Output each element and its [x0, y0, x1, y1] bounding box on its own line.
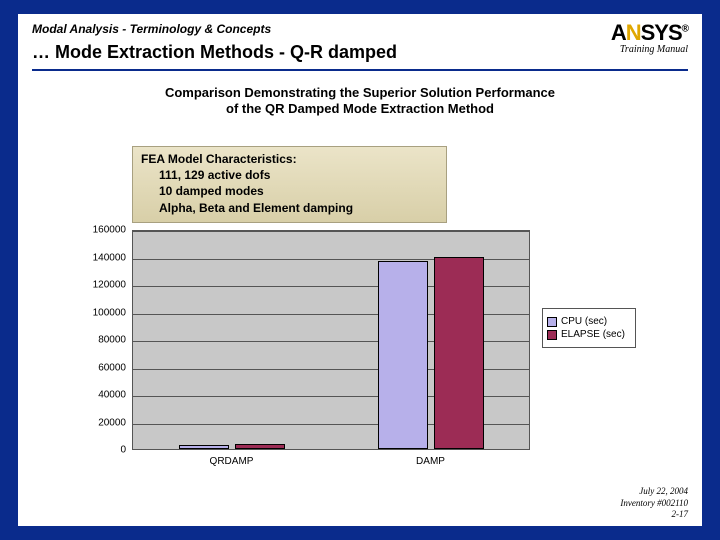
fea-info-box: FEA Model Characteristics: 111, 129 acti…	[132, 146, 447, 223]
bar-group	[179, 231, 287, 449]
legend-swatch	[547, 317, 557, 327]
slide-footer: July 22, 2004 Inventory #002110 2-17	[620, 486, 688, 520]
y-tick-label: 160000	[93, 225, 126, 236]
slide: Modal Analysis - Terminology & Concepts …	[18, 14, 702, 526]
footer-page: 2-17	[620, 509, 688, 520]
x-axis-labels: QRDAMP DAMP	[132, 454, 530, 474]
header-small: Modal Analysis - Terminology & Concepts	[18, 14, 702, 40]
header-rule	[32, 69, 688, 71]
x-tick-label: DAMP	[416, 456, 445, 467]
legend-label: CPU (sec)	[561, 316, 607, 327]
y-tick-label: 40000	[98, 390, 126, 401]
x-tick-label: QRDAMP	[210, 456, 254, 467]
y-tick-label: 140000	[93, 252, 126, 263]
legend-label: ELAPSE (sec)	[561, 329, 625, 340]
legend-swatch	[547, 330, 557, 340]
plot-area	[132, 230, 530, 450]
header-main: … Mode Extraction Methods - Q-R damped	[18, 40, 702, 69]
footer-inventory: Inventory #002110	[620, 498, 688, 509]
info-l2: 10 damped modes	[159, 183, 438, 199]
info-title: FEA Model Characteristics:	[141, 151, 438, 167]
y-tick-label: 0	[120, 445, 126, 456]
legend-item: ELAPSE (sec)	[547, 329, 631, 340]
y-tick-label: 120000	[93, 280, 126, 291]
y-tick-label: 100000	[93, 307, 126, 318]
bar-group	[378, 231, 486, 449]
footer-date: July 22, 2004	[620, 486, 688, 497]
training-manual-label: Training Manual	[611, 44, 688, 55]
info-l3: Alpha, Beta and Element damping	[159, 200, 438, 216]
bar	[378, 261, 428, 449]
y-tick-label: 80000	[98, 335, 126, 346]
ansys-logo: ANSYS®	[611, 20, 688, 46]
subtitle-line2: of the QR Damped Mode Extraction Method	[226, 101, 494, 116]
info-l1: 111, 129 active dofs	[159, 167, 438, 183]
y-tick-label: 60000	[98, 362, 126, 373]
plot-outer: 0200004000060000800001000001200001400001…	[80, 230, 642, 480]
chart-legend: CPU (sec) ELAPSE (sec)	[542, 308, 636, 348]
legend-item: CPU (sec)	[547, 316, 631, 327]
logo-block: ANSYS® Training Manual	[611, 20, 688, 55]
subtitle-line1: Comparison Demonstrating the Superior So…	[165, 85, 555, 100]
chart-subtitle: Comparison Demonstrating the Superior So…	[18, 85, 702, 118]
chart-container: FEA Model Characteristics: 111, 129 acti…	[80, 144, 642, 480]
y-axis: 0200004000060000800001000001200001400001…	[80, 230, 130, 450]
bar	[235, 444, 285, 449]
bar	[434, 257, 484, 449]
bar	[179, 445, 229, 449]
y-tick-label: 20000	[98, 417, 126, 428]
